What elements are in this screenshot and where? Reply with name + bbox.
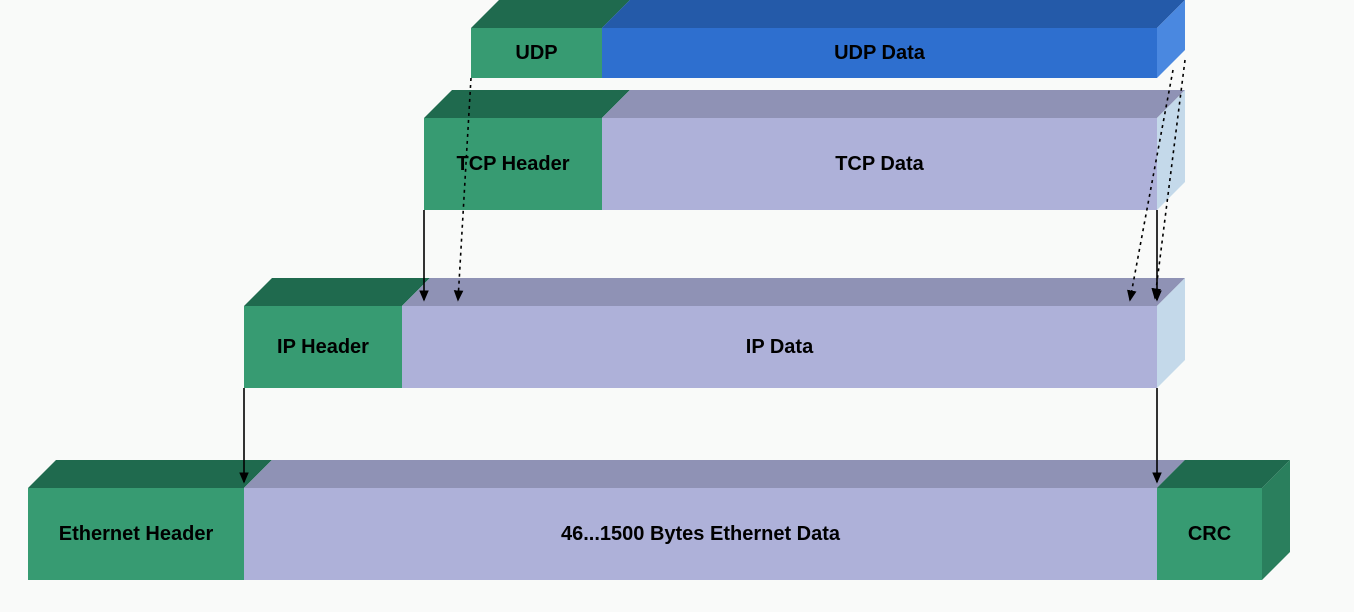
tcp-data-label: TCP Data [602,118,1157,210]
ip-data: IP Data [402,278,1185,388]
eth-crc-label: CRC [1157,488,1262,580]
eth-header: Ethernet Header [28,460,272,580]
eth-data: 46...1500 Bytes Ethernet Data [244,460,1185,580]
tcp-header: TCP Header [424,90,630,210]
udp-data: UDP Data [602,0,1185,78]
udp-data-label: UDP Data [602,28,1157,78]
eth-header-label: Ethernet Header [28,488,244,580]
udp-header-label: UDP [471,28,602,78]
tcp-data: TCP Data [602,90,1185,210]
encapsulation-diagram: UDPUDP DataTCP HeaderTCP Data IP HeaderIP… [0,0,1354,612]
eth-header-top-face [28,460,272,488]
tcp-data-top-face [602,90,1185,118]
ip-data-label: IP Data [402,306,1157,388]
tcp-header-top-face [424,90,630,118]
ip-header-label: IP Header [244,306,402,388]
tcp-header-label: TCP Header [424,118,602,210]
eth-crc: CRC [1157,460,1290,580]
eth-data-top-face [244,460,1185,488]
udp-data-top-face [602,0,1185,28]
eth-data-label: 46...1500 Bytes Ethernet Data [244,488,1157,580]
ip-data-top-face [402,278,1185,306]
